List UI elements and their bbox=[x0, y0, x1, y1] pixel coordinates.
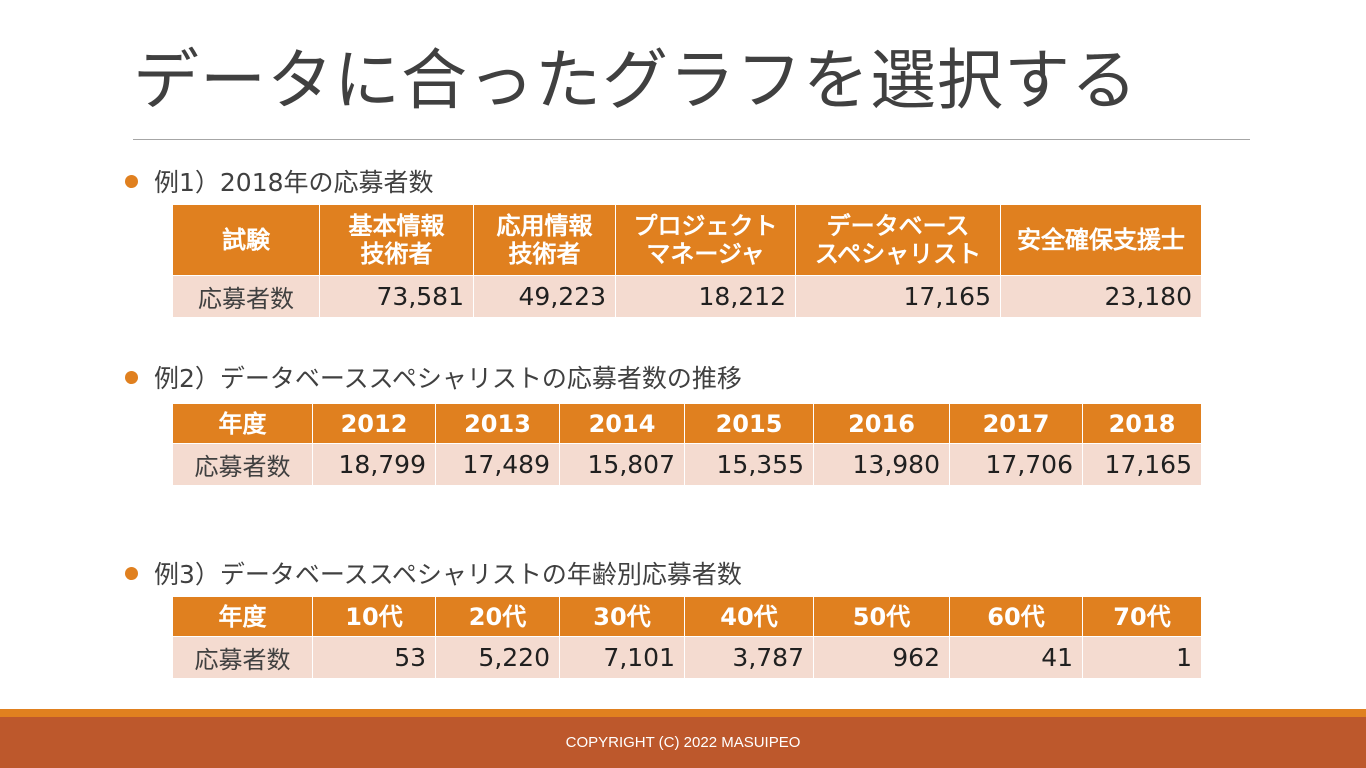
bullet-icon bbox=[125, 174, 138, 188]
table-cell: 1 bbox=[1082, 636, 1202, 679]
table-header-cell: 2014 bbox=[559, 403, 685, 444]
table-header-cell: 応用情報 技術者 bbox=[473, 204, 616, 276]
example2-heading: 例2）データベーススペシャリストの応募者数の推移 bbox=[125, 362, 742, 393]
table-cell: 15,355 bbox=[684, 443, 814, 486]
table-cell: 15,807 bbox=[559, 443, 685, 486]
example2-table: 年度 2012 2013 2014 2015 2016 2017 2018 応募… bbox=[172, 403, 1202, 486]
table-cell: 13,980 bbox=[813, 443, 950, 486]
table-cell: 962 bbox=[813, 636, 950, 679]
copyright-text: COPYRIGHT (C) 2022 MASUIPEO bbox=[565, 734, 801, 751]
table-header-cell: 30代 bbox=[559, 596, 685, 637]
table-header-cell: 40代 bbox=[684, 596, 814, 637]
table-cell: 17,489 bbox=[435, 443, 560, 486]
slide-title: データに合ったグラフを選択する bbox=[133, 42, 1138, 119]
title-divider bbox=[133, 139, 1250, 140]
table-cell: 73,581 bbox=[319, 275, 474, 318]
table-cell: 5,220 bbox=[435, 636, 560, 679]
table-row: 応募者数 18,799 17,489 15,807 15,355 13,980 … bbox=[172, 443, 1202, 486]
table-header-cell: 基本情報 技術者 bbox=[319, 204, 474, 276]
table-header-cell: データベース スペシャリスト bbox=[795, 204, 1001, 276]
bullet-icon bbox=[125, 566, 138, 580]
example3-heading-text: 例3）データベーススペシャリストの年齢別応募者数 bbox=[154, 560, 742, 589]
table-cell: 18,799 bbox=[312, 443, 436, 486]
table-header-cell: 年度 bbox=[172, 596, 313, 637]
header-line: 技術者 bbox=[508, 240, 581, 268]
header-line: 基本情報 bbox=[348, 212, 445, 240]
header-line: データベース bbox=[826, 212, 970, 240]
table-header-cell: 20代 bbox=[435, 596, 560, 637]
table-header-cell: 70代 bbox=[1082, 596, 1202, 637]
header-line: スペシャリスト bbox=[814, 240, 982, 268]
table-header-cell: 50代 bbox=[813, 596, 950, 637]
footer-bar: COPYRIGHT (C) 2022 MASUIPEO bbox=[0, 717, 1366, 768]
table-header-cell: 2018 bbox=[1082, 403, 1202, 444]
table-cell: 49,223 bbox=[473, 275, 616, 318]
row-label: 応募者数 bbox=[172, 443, 313, 486]
header-line: 技術者 bbox=[360, 240, 433, 268]
row-label: 応募者数 bbox=[172, 275, 320, 318]
table-row: 応募者数 73,581 49,223 18,212 17,165 23,180 bbox=[172, 275, 1202, 318]
table-header-cell: プロジェクト マネージャ bbox=[615, 204, 796, 276]
table-cell: 17,165 bbox=[1082, 443, 1202, 486]
table-cell: 17,165 bbox=[795, 275, 1001, 318]
bullet-icon bbox=[125, 370, 138, 384]
table-header-cell: 年度 bbox=[172, 403, 313, 444]
row-label: 応募者数 bbox=[172, 636, 313, 679]
table-header-row: 試験 基本情報 技術者 応用情報 技術者 プロジェクト マネージャ データベース スペシ… bbox=[172, 204, 1202, 276]
header-line: 応用情報 bbox=[496, 212, 593, 240]
table-cell: 53 bbox=[312, 636, 436, 679]
table-cell: 23,180 bbox=[1000, 275, 1202, 318]
footer-accent-line bbox=[0, 709, 1366, 717]
table-cell: 41 bbox=[949, 636, 1083, 679]
table-header-cell: 60代 bbox=[949, 596, 1083, 637]
table-header-cell: 安全確保支援士 bbox=[1000, 204, 1202, 276]
table-header-row: 年度 10代 20代 30代 40代 50代 60代 70代 bbox=[172, 596, 1202, 637]
example3-heading: 例3）データベーススペシャリストの年齢別応募者数 bbox=[125, 558, 742, 589]
table-cell: 7,101 bbox=[559, 636, 685, 679]
example1-heading-text: 例1）2018年の応募者数 bbox=[154, 168, 434, 197]
header-line: マネージャ bbox=[646, 240, 765, 268]
header-line: プロジェクト bbox=[633, 212, 778, 240]
table-cell: 3,787 bbox=[684, 636, 814, 679]
table-header-cell: 2015 bbox=[684, 403, 814, 444]
table-row: 応募者数 53 5,220 7,101 3,787 962 41 1 bbox=[172, 636, 1202, 679]
table-header-cell: 2017 bbox=[949, 403, 1083, 444]
table-header-cell: 2016 bbox=[813, 403, 950, 444]
example1-table: 試験 基本情報 技術者 応用情報 技術者 プロジェクト マネージャ データベース スペシ… bbox=[172, 204, 1202, 318]
table-cell: 17,706 bbox=[949, 443, 1083, 486]
example3-table: 年度 10代 20代 30代 40代 50代 60代 70代 応募者数 53 5… bbox=[172, 596, 1202, 679]
table-header-row: 年度 2012 2013 2014 2015 2016 2017 2018 bbox=[172, 403, 1202, 444]
table-header-cell: 10代 bbox=[312, 596, 436, 637]
example1-heading: 例1）2018年の応募者数 bbox=[125, 166, 434, 197]
table-header-cell: 2012 bbox=[312, 403, 436, 444]
table-cell: 18,212 bbox=[615, 275, 796, 318]
table-header-cell: 2013 bbox=[435, 403, 560, 444]
example2-heading-text: 例2）データベーススペシャリストの応募者数の推移 bbox=[154, 364, 742, 393]
table-header-cell: 試験 bbox=[172, 204, 320, 276]
